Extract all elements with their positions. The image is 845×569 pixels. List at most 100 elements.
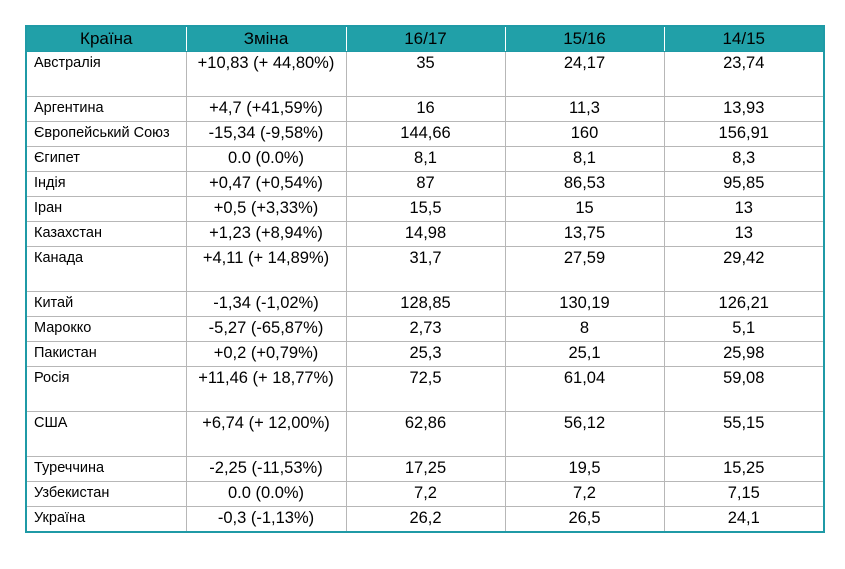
cell-country: Туреччина	[25, 456, 187, 482]
cell-14-15: 13	[663, 221, 825, 247]
cell-14-15: 13,93	[663, 96, 825, 122]
cell-country: Марокко	[25, 316, 187, 342]
table-row: Казахстан +1,23 (+8,94%) 14,98 13,75 13	[25, 221, 825, 247]
data-table-container: Країна Зміна 16/17 15/16 14/15 Австралія…	[25, 25, 825, 533]
cell-change: -1,34 (-1,02%)	[185, 291, 347, 317]
header-year-16-17: 16/17	[345, 26, 506, 52]
cell-15-16: 26,5	[504, 506, 665, 533]
table-row: Австралія +10,83 (+ 44,80%) 35 24,17 23,…	[25, 51, 825, 97]
cell-country: Пакистан	[25, 341, 187, 367]
cell-14-15: 126,21	[663, 291, 825, 317]
table-row: Єгипет 0.0 (0.0%) 8,1 8,1 8,3	[25, 146, 825, 172]
cell-14-15: 7,15	[663, 481, 825, 507]
cell-change: +4,7 (+41,59%)	[185, 96, 347, 122]
table-row: Туреччина -2,25 (-11,53%) 17,25 19,5 15,…	[25, 456, 825, 482]
cell-16-17: 72,5	[345, 366, 506, 412]
cell-15-16: 56,12	[504, 411, 665, 457]
cell-country: Канада	[25, 246, 187, 292]
cell-15-16: 11,3	[504, 96, 665, 122]
cell-16-17: 25,3	[345, 341, 506, 367]
cell-country: Китай	[25, 291, 187, 317]
cell-15-16: 24,17	[504, 51, 665, 97]
grain-table: Країна Зміна 16/17 15/16 14/15 Австралія…	[25, 25, 825, 533]
cell-15-16: 27,59	[504, 246, 665, 292]
cell-change: -2,25 (-11,53%)	[185, 456, 347, 482]
cell-16-17: 17,25	[345, 456, 506, 482]
cell-16-17: 144,66	[345, 121, 506, 147]
cell-country: США	[25, 411, 187, 457]
table-body: Австралія +10,83 (+ 44,80%) 35 24,17 23,…	[25, 51, 825, 533]
header-change: Зміна	[185, 26, 347, 52]
cell-country: Європейський Союз	[25, 121, 187, 147]
cell-country: Росія	[25, 366, 187, 412]
header-year-15-16: 15/16	[504, 26, 665, 52]
table-row: Аргентина +4,7 (+41,59%) 16 11,3 13,93	[25, 96, 825, 122]
cell-15-16: 86,53	[504, 171, 665, 197]
cell-16-17: 15,5	[345, 196, 506, 222]
cell-14-15: 13	[663, 196, 825, 222]
cell-15-16: 15	[504, 196, 665, 222]
cell-change: +10,83 (+ 44,80%)	[185, 51, 347, 97]
cell-16-17: 35	[345, 51, 506, 97]
cell-change: 0.0 (0.0%)	[185, 146, 347, 172]
cell-14-15: 55,15	[663, 411, 825, 457]
table-row: Європейський Союз -15,34 (-9,58%) 144,66…	[25, 121, 825, 147]
cell-country: Австралія	[25, 51, 187, 97]
table-row: Марокко -5,27 (-65,87%) 2,73 8 5,1	[25, 316, 825, 342]
cell-country: Україна	[25, 506, 187, 533]
cell-change: +4,11 (+ 14,89%)	[185, 246, 347, 292]
cell-15-16: 160	[504, 121, 665, 147]
cell-16-17: 8,1	[345, 146, 506, 172]
cell-16-17: 16	[345, 96, 506, 122]
table-row: Китай -1,34 (-1,02%) 128,85 130,19 126,2…	[25, 291, 825, 317]
header-year-14-15: 14/15	[663, 26, 824, 52]
table-row: Іран +0,5 (+3,33%) 15,5 15 13	[25, 196, 825, 222]
cell-16-17: 14,98	[345, 221, 506, 247]
table-row: Канада +4,11 (+ 14,89%) 31,7 27,59 29,42	[25, 246, 825, 292]
cell-change: +6,74 (+ 12,00%)	[185, 411, 347, 457]
cell-14-15: 29,42	[663, 246, 825, 292]
cell-country: Казахстан	[25, 221, 187, 247]
cell-change: +0,5 (+3,33%)	[185, 196, 347, 222]
cell-change: +11,46 (+ 18,77%)	[185, 366, 347, 412]
cell-change: +0,2 (+0,79%)	[185, 341, 347, 367]
cell-15-16: 130,19	[504, 291, 665, 317]
cell-change: 0.0 (0.0%)	[185, 481, 347, 507]
cell-14-15: 5,1	[663, 316, 825, 342]
table-row: Пакистан +0,2 (+0,79%) 25,3 25,1 25,98	[25, 341, 825, 367]
cell-16-17: 2,73	[345, 316, 506, 342]
cell-14-15: 24,1	[663, 506, 825, 533]
cell-country: Аргентина	[25, 96, 187, 122]
table-row: США +6,74 (+ 12,00%) 62,86 56,12 55,15	[25, 411, 825, 457]
table-row: Україна -0,3 (-1,13%) 26,2 26,5 24,1	[25, 506, 825, 533]
cell-change: -0,3 (-1,13%)	[185, 506, 347, 533]
table-header: Країна Зміна 16/17 15/16 14/15	[26, 26, 824, 52]
cell-16-17: 128,85	[345, 291, 506, 317]
cell-15-16: 7,2	[504, 481, 665, 507]
header-row: Країна Зміна 16/17 15/16 14/15	[26, 26, 824, 52]
cell-15-16: 13,75	[504, 221, 665, 247]
cell-14-15: 59,08	[663, 366, 825, 412]
cell-15-16: 8,1	[504, 146, 665, 172]
cell-change: +1,23 (+8,94%)	[185, 221, 347, 247]
cell-14-15: 15,25	[663, 456, 825, 482]
cell-country: Індія	[25, 171, 187, 197]
cell-16-17: 26,2	[345, 506, 506, 533]
cell-country: Іран	[25, 196, 187, 222]
cell-14-15: 23,74	[663, 51, 825, 97]
cell-14-15: 156,91	[663, 121, 825, 147]
table-row: Росія +11,46 (+ 18,77%) 72,5 61,04 59,08	[25, 366, 825, 412]
table-row: Узбекистан 0.0 (0.0%) 7,2 7,2 7,15	[25, 481, 825, 507]
cell-14-15: 95,85	[663, 171, 825, 197]
cell-16-17: 87	[345, 171, 506, 197]
cell-16-17: 31,7	[345, 246, 506, 292]
cell-16-17: 7,2	[345, 481, 506, 507]
cell-14-15: 8,3	[663, 146, 825, 172]
cell-change: -5,27 (-65,87%)	[185, 316, 347, 342]
cell-15-16: 25,1	[504, 341, 665, 367]
cell-country: Узбекистан	[25, 481, 187, 507]
table-row: Індія +0,47 (+0,54%) 87 86,53 95,85	[25, 171, 825, 197]
cell-country: Єгипет	[25, 146, 187, 172]
cell-14-15: 25,98	[663, 341, 825, 367]
cell-15-16: 8	[504, 316, 665, 342]
